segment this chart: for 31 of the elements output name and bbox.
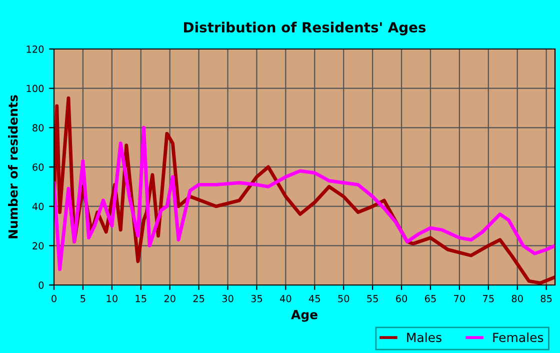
x-tick-label: 5 [80, 295, 86, 302]
y-tick-label: 60 [32, 163, 44, 171]
x-tick-label: 65 [424, 294, 436, 302]
y-tick-label: 120 [26, 45, 44, 53]
x-tick-label: 15 [136, 295, 146, 302]
x-tick-label: 60 [396, 294, 408, 302]
line-series [54, 126, 555, 271]
x-axis-title: Age [291, 310, 318, 322]
x-tick-label: 25 [193, 294, 204, 302]
x-tick-label: 50 [338, 294, 350, 302]
x-tick-label: 40 [280, 294, 292, 302]
x-tick-label: 0 [52, 294, 56, 302]
x-tick-label: 30 [222, 294, 234, 302]
y-tick-label: 0 [38, 281, 44, 289]
y-tick-label: 100 [26, 84, 44, 92]
x-tick-label: 70 [454, 294, 465, 302]
y-tick-label: 40 [32, 202, 44, 210]
x-tick-label: 45 [308, 295, 320, 302]
chart-title: Distribution of Residents' Ages [184, 22, 426, 36]
y-axis-title: Number of residents [8, 95, 18, 238]
x-tick-label: 55 [367, 295, 378, 302]
y-tick-label: 80 [32, 124, 44, 132]
x-tick-label: 80 [512, 294, 523, 302]
x-tick-label: 85 [540, 294, 552, 302]
x-tick-label: 75 [483, 295, 494, 302]
y-tick-label: 20 [32, 242, 44, 250]
x-tick-label: 10 [106, 294, 118, 302]
x-tick-label: 35 [251, 294, 262, 302]
legend-label: Females [493, 332, 544, 342]
legend-label: Males [407, 332, 442, 342]
x-tick-label: 20 [164, 294, 176, 302]
